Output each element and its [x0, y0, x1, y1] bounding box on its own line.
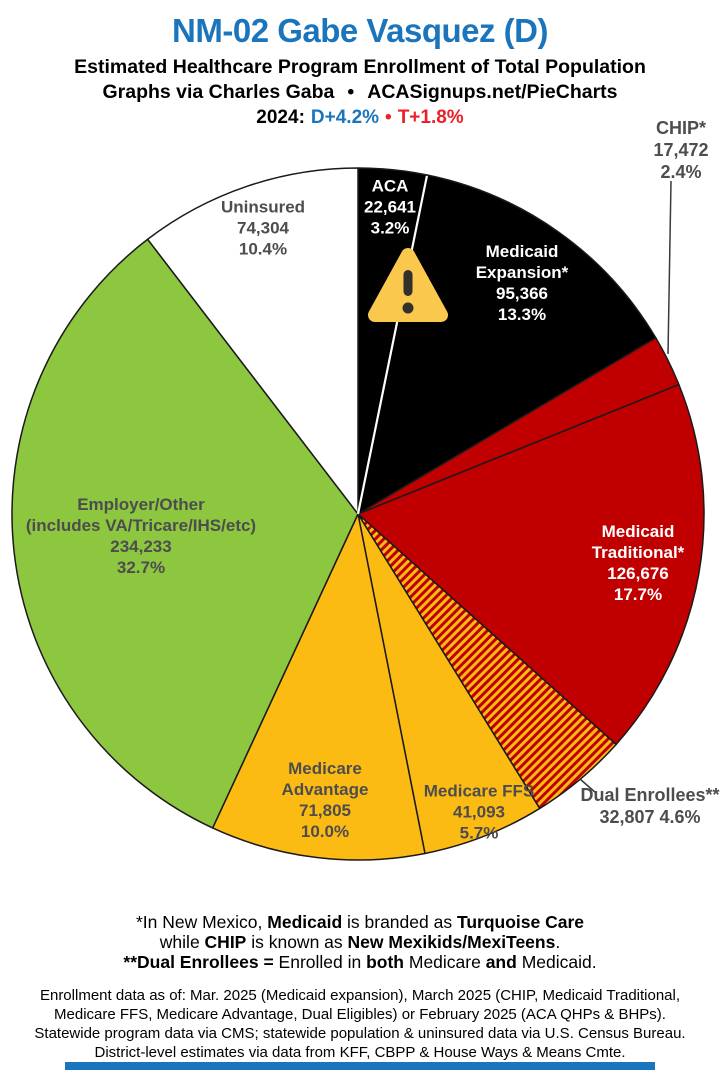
slice-label-chip: CHIP* 17,472 2.4%	[653, 118, 709, 182]
page-title: NM-02 Gabe Vasquez (D)	[172, 12, 548, 49]
pie-slice-medicaid-expansion	[357, 174, 657, 515]
warning-icon	[368, 248, 448, 322]
slice-label-dual-enrollees: Dual Enrollees** 32,807 4.6%	[580, 785, 720, 827]
source-line: District-level estimates via data from K…	[94, 1044, 626, 1061]
credit-author: Graphs via Charles Gaba	[102, 81, 335, 103]
slice-label-employer-other: Employer/Other (includes VA/Tricare/IHS/e…	[25, 495, 257, 577]
pie-slice-medicaid-traditional	[357, 383, 705, 746]
source-line: Statewide program data via CMS; statewid…	[34, 1025, 686, 1042]
chip-leader-line	[667, 180, 672, 355]
partisan-dem-lean: D+4.2%	[310, 107, 380, 128]
subtitle: Estimated Healthcare Program Enrollment …	[74, 56, 646, 78]
slice-label-medicaid-expansion: Medicaid Expansion* 95,366 13.3%	[475, 242, 569, 324]
dual-enrollees-leader-line	[579, 778, 597, 794]
footnote-line: **Dual Enrollees = Enrolled in both Medi…	[123, 952, 597, 972]
slice-label-medicare-ffs: Medicare FFS 41,093 5.7%	[423, 781, 535, 843]
source-notes: Enrollment data as of: Mar. 2025 (Medica…	[0, 986, 720, 1062]
warning-exclamation-bar	[403, 270, 413, 296]
pie-slice-employer-other	[11, 238, 359, 829]
footnote-line: *In New Mexico, Medicaid is branded as T…	[135, 912, 585, 932]
partisan-trump-lean: T+1.8%	[397, 107, 464, 128]
header: NM-02 Gabe Vasquez (D) Estimated Healthc…	[0, 0, 720, 129]
slice-label-aca: ACA 22,641 3.2%	[364, 176, 416, 238]
bullet-separator: •	[347, 81, 355, 103]
slice-label-medicaid-traditional: Medicaid Traditional* 126,676 17.7%	[591, 522, 685, 604]
source-line: Medicare FFS, Medicare Advantage, Dual E…	[54, 1006, 666, 1023]
slice-label-uninsured: Uninsured 74,304 10.4%	[220, 197, 306, 259]
pie-slice-uninsured	[146, 167, 359, 515]
credit-site: ACASignups.net/PieCharts	[367, 81, 618, 103]
credit-line: Graphs via Charles Gaba • ACASignups.net/P…	[0, 81, 720, 104]
slice-label-medicare-advantage: Medicare Advantage 71,805 10.0%	[281, 759, 369, 841]
partisan-lean-line: 2024: D+4.2% • T+1.8%	[0, 106, 720, 129]
pie-slice-medicare-advantage	[211, 513, 426, 861]
source-line: Enrollment data as of: Mar. 2025 (Medica…	[39, 987, 681, 1004]
aca-expansion-divider-line	[356, 175, 428, 515]
footer-accent-bar	[65, 1062, 655, 1070]
warning-exclamation-dot	[402, 302, 414, 314]
footnote-line: while CHIP is known as New Mexikids/Mexi…	[159, 932, 561, 952]
footnotes: *In New Mexico, Medicaid is branded as T…	[0, 912, 720, 972]
partisan-year-label: 2024:	[256, 107, 305, 128]
bullet-separator-red: •	[385, 107, 392, 128]
